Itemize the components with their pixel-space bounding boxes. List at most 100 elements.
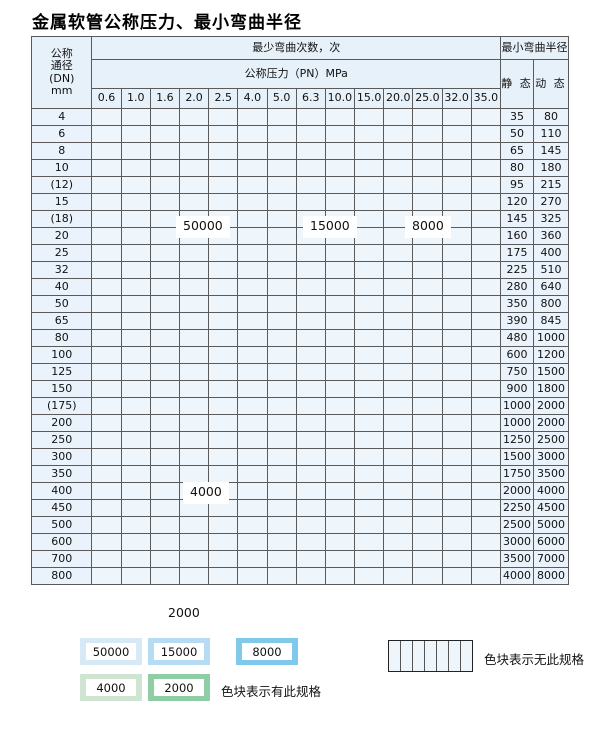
data-cell [149, 312, 180, 330]
data-cell [149, 193, 180, 211]
row-label-dn: 500 [30, 516, 93, 534]
radius-static-value: 1000 [500, 397, 534, 415]
data-cell [120, 108, 151, 126]
radius-dynamic-value: 845 [532, 312, 570, 330]
data-cell [178, 329, 210, 347]
data-cell [91, 550, 122, 568]
legend-empty-swatch [388, 640, 473, 672]
data-cell [470, 397, 502, 415]
data-cell [237, 278, 268, 296]
data-cell [354, 142, 385, 160]
table-row: 200 1000 2000 [30, 414, 570, 432]
data-cell [383, 125, 414, 143]
row-label-dn: 80 [30, 329, 93, 347]
radius-dynamic-value: 510 [532, 261, 570, 279]
data-cell [266, 295, 297, 313]
data-cell [412, 567, 443, 585]
data-cell [120, 227, 151, 245]
data-cell [412, 295, 443, 313]
data-cell [266, 329, 297, 347]
data-cell [441, 142, 472, 160]
data-cell [295, 142, 326, 160]
data-cell [208, 550, 239, 568]
data-cell [324, 295, 356, 313]
data-cell [91, 295, 122, 313]
data-cell [208, 397, 239, 415]
data-cell [208, 312, 239, 330]
legend-swatch-2000: 2000 [148, 674, 210, 701]
data-cell [441, 465, 472, 483]
value-tag-8000: 8000 [405, 216, 451, 238]
data-cell [324, 448, 356, 466]
data-cell [470, 533, 502, 551]
data-cell [149, 210, 180, 228]
radius-dynamic-value: 1800 [532, 380, 570, 398]
data-cell [441, 193, 472, 211]
table-row: 150 900 1800 [30, 380, 570, 398]
table-row: 80 480 1000 [30, 329, 570, 347]
data-cell [324, 499, 356, 517]
value-tag-4000: 4000 [183, 482, 229, 504]
data-cell [441, 550, 472, 568]
radius-dynamic-value: 325 [532, 210, 570, 228]
data-cell [354, 448, 385, 466]
row-label-dn: 150 [30, 380, 93, 398]
table-row: 100 600 1200 [30, 346, 570, 364]
data-cell [470, 346, 502, 364]
data-cell [412, 244, 443, 262]
data-cell [441, 159, 472, 177]
radius-static-value: 1750 [500, 465, 534, 483]
data-cell [441, 329, 472, 347]
data-cell [354, 159, 385, 177]
data-cell [149, 482, 180, 500]
radius-dynamic-value: 2500 [532, 431, 570, 449]
radius-dynamic-value: 1000 [532, 329, 570, 347]
table-row: 250 1250 2500 [30, 431, 570, 449]
data-cell [470, 465, 502, 483]
data-cell [91, 125, 122, 143]
data-cell [354, 227, 385, 245]
table-header: 公称 通径 (DN) mm 最少弯曲次数，次 最小弯曲半径 公称压力（PN）MP… [30, 36, 570, 110]
row-label-dn: 800 [30, 567, 93, 585]
data-cell [237, 533, 268, 551]
data-cell [295, 108, 326, 126]
header-pressure-1.6: 1.6 [149, 87, 180, 110]
data-cell [441, 414, 472, 432]
data-cell [295, 414, 326, 432]
data-cell [91, 346, 122, 364]
data-cell [91, 210, 122, 228]
data-cell [470, 244, 502, 262]
data-cell [149, 363, 180, 381]
data-cell [412, 159, 443, 177]
data-cell [266, 193, 297, 211]
data-cell [178, 533, 210, 551]
radius-dynamic-value: 215 [532, 176, 570, 194]
data-cell [208, 465, 239, 483]
legend-empty-cell [401, 641, 413, 671]
data-cell [208, 159, 239, 177]
data-cell [266, 397, 297, 415]
radius-dynamic-value: 80 [532, 108, 570, 126]
data-cell [91, 244, 122, 262]
data-cell [354, 465, 385, 483]
table-row: 15 120 270 [30, 193, 570, 211]
legend-empty-cell [425, 641, 437, 671]
data-cell [354, 312, 385, 330]
row-label-dn: 400 [30, 482, 93, 500]
data-cell [441, 312, 472, 330]
data-cell [149, 448, 180, 466]
data-cell [354, 295, 385, 313]
data-cell [266, 363, 297, 381]
value-tag-2000: 2000 [161, 603, 207, 625]
data-cell [412, 261, 443, 279]
data-cell [383, 533, 414, 551]
data-cell [470, 516, 502, 534]
radius-static-value: 80 [500, 159, 534, 177]
data-cell [470, 567, 502, 585]
data-cell [208, 329, 239, 347]
row-label-dn: (175) [30, 397, 93, 415]
data-cell [470, 193, 502, 211]
data-cell [412, 397, 443, 415]
data-cell [470, 482, 502, 500]
data-cell [208, 448, 239, 466]
